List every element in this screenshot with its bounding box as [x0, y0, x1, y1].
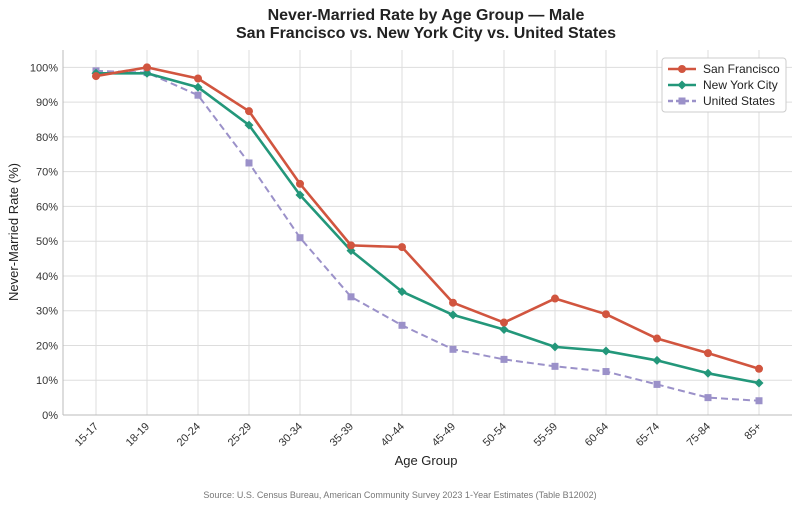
- data-point-united-states: [449, 345, 457, 353]
- data-point-new-york-city: [754, 378, 764, 388]
- data-point-new-york-city: [142, 68, 152, 78]
- x-tick-label: 85+: [742, 421, 764, 443]
- x-tick-label: 45-49: [430, 421, 458, 449]
- y-tick-label: 40%: [36, 271, 58, 283]
- legend: San Francisco New York City United States: [661, 57, 787, 113]
- y-axis-label: Never-Married Rate (%): [6, 163, 21, 301]
- legend-label-united-states: United States: [703, 94, 775, 108]
- series: [91, 63, 764, 405]
- data-point-san-francisco: [92, 72, 100, 81]
- x-tick-label: 60-64: [583, 421, 611, 449]
- data-point-san-francisco: [500, 318, 508, 327]
- data-point-san-francisco: [653, 334, 661, 343]
- x-tick-label: 18-19: [124, 421, 152, 449]
- x-tick-label: 20-24: [175, 421, 203, 449]
- data-point-united-states: [398, 321, 406, 329]
- x-tick-label: 55-59: [532, 421, 560, 449]
- legend-marker-united-states: [678, 97, 686, 105]
- data-point-new-york-city: [703, 368, 713, 378]
- y-tick-label: 0%: [42, 410, 58, 422]
- x-tick-label: 35-39: [328, 421, 356, 449]
- data-point-san-francisco: [194, 74, 202, 83]
- y-tick-label: 60%: [36, 201, 58, 213]
- data-point-united-states: [755, 397, 763, 405]
- data-point-san-francisco: [755, 364, 763, 373]
- data-point-united-states: [296, 234, 304, 242]
- x-tick-label: 15-17: [73, 421, 101, 449]
- data-point-san-francisco: [602, 310, 610, 319]
- legend-marker-new-york-city: [677, 80, 687, 90]
- x-tick-label: 40-44: [379, 421, 407, 449]
- data-point-new-york-city: [193, 82, 203, 92]
- y-tick-label: 10%: [36, 375, 58, 387]
- data-point-united-states: [551, 362, 559, 370]
- legend-box: [661, 57, 787, 113]
- data-point-united-states: [194, 91, 202, 99]
- data-point-new-york-city: [295, 190, 305, 200]
- data-point-united-states: [347, 293, 355, 301]
- source-note: Source: U.S. Census Bureau, American Com…: [203, 490, 596, 500]
- legend-item-new-york-city: New York City: [668, 78, 778, 92]
- data-point-united-states: [602, 368, 610, 376]
- data-point-united-states: [704, 394, 712, 402]
- x-tick-label: 30-34: [277, 421, 305, 449]
- legend-label-san-francisco: San Francisco: [703, 62, 780, 76]
- y-tick-label: 70%: [36, 167, 58, 179]
- data-point-new-york-city: [448, 310, 458, 320]
- data-point-new-york-city: [499, 324, 509, 334]
- y-tick-label: 90%: [36, 97, 58, 109]
- legend-marker-san-francisco: [678, 65, 686, 73]
- grid: [63, 50, 792, 416]
- x-axis-ticks: 15-17 18-19 20-24 25-29 30-34 35-39 40-44 45-49…: [73, 421, 764, 449]
- data-point-new-york-city: [652, 355, 662, 365]
- legend-label-new-york-city: New York City: [703, 78, 778, 92]
- x-tick-label: 65-74: [634, 421, 662, 449]
- data-point-san-francisco: [449, 298, 457, 307]
- y-tick-label: 20%: [36, 340, 58, 352]
- x-tick-label: 75-84: [685, 421, 713, 449]
- chart-title: Never-Married Rate by Age Group — Male: [268, 7, 585, 24]
- data-point-new-york-city: [397, 287, 407, 297]
- data-point-san-francisco: [296, 179, 304, 188]
- data-point-san-francisco: [245, 107, 253, 116]
- data-point-san-francisco: [398, 243, 406, 252]
- series-united-states: [92, 67, 763, 405]
- data-point-united-states: [500, 355, 508, 363]
- series-line-united-states: [95, 69, 760, 402]
- axes: [62, 50, 792, 416]
- y-tick-label: 30%: [36, 306, 58, 318]
- data-point-san-francisco: [347, 241, 355, 250]
- data-point-san-francisco: [704, 349, 712, 358]
- data-point-new-york-city: [601, 346, 611, 356]
- series-san-francisco: [92, 63, 763, 373]
- y-axis-ticks: 0% 10% 20% 30% 40% 50% 60% 70% 80% 90% 100%: [30, 62, 58, 422]
- y-tick-label: 80%: [36, 132, 58, 144]
- legend-item-united-states: United States: [668, 94, 775, 108]
- data-point-new-york-city: [550, 342, 560, 352]
- y-tick-label: 100%: [30, 62, 58, 74]
- x-tick-label: 50-54: [481, 421, 509, 449]
- y-tick-label: 50%: [36, 236, 58, 248]
- data-point-new-york-city: [244, 120, 254, 130]
- data-point-san-francisco: [551, 294, 559, 303]
- data-point-san-francisco: [143, 63, 151, 72]
- data-point-united-states: [653, 380, 661, 388]
- x-axis-label: Age Group: [395, 453, 458, 468]
- data-point-united-states: [245, 159, 253, 167]
- series-line-new-york-city: [96, 71, 760, 385]
- legend-item-san-francisco: San Francisco: [668, 62, 780, 76]
- chart-subtitle: San Francisco vs. New York City vs. Unit…: [236, 25, 616, 42]
- x-tick-label: 25-29: [226, 421, 254, 449]
- series-line-san-francisco: [95, 66, 760, 371]
